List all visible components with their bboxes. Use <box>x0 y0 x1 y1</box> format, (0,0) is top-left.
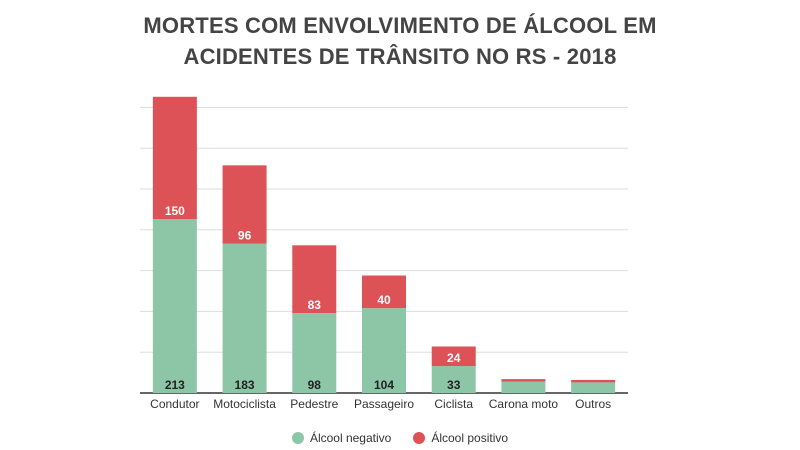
bar-negativo-0 <box>152 219 197 393</box>
bar-negativo-3 <box>362 308 406 393</box>
bar-negativo-5 <box>501 381 546 393</box>
bar-positivo-3 <box>362 275 406 309</box>
legend-swatch-positivo <box>413 432 426 444</box>
legend-label-negativo: Álcool negativo <box>309 431 392 445</box>
data-label-negativo-1: 183 <box>235 378 255 392</box>
bars <box>152 96 616 393</box>
data-label-positivo-1: 96 <box>238 229 252 243</box>
legend-item-alcool-positivo[interactable]: Álcool positivo <box>413 431 508 445</box>
bar-positivo-4 <box>431 346 476 367</box>
data-labels: 213 150 183 96 98 83 104 40 33 24 <box>165 204 461 392</box>
x-tick-label-6: Outros <box>575 397 611 411</box>
bar-positivo-1 <box>222 165 267 244</box>
data-label-negativo-2: 98 <box>308 378 322 392</box>
bar-positivo-6 <box>571 379 616 383</box>
chart-title-line-1: MORTES COM ENVOLVIMENTO DE ÁLCOOL EM <box>143 13 657 38</box>
legend-swatch-negativo <box>291 432 304 444</box>
bar-negativo-2 <box>292 313 337 393</box>
data-label-negativo-4: 33 <box>447 378 461 392</box>
data-label-positivo-2: 83 <box>308 298 322 312</box>
bar-negativo-1 <box>222 243 267 393</box>
x-tick-label-3: Passageiro <box>354 397 414 411</box>
bar-positivo-2 <box>292 245 337 314</box>
x-tick-label-1: Motociclista <box>213 397 276 411</box>
x-tick-label-4: Ciclista <box>434 397 473 411</box>
bar-negativo-6 <box>571 382 616 393</box>
stacked-bar-chart: 213 150 183 96 98 83 104 40 33 24 Condutor Motocic… <box>140 96 628 411</box>
data-label-negativo-0: 213 <box>165 378 185 392</box>
chart-title-line-2: ACIDENTES DE TRÂNSITO NO RS - 2018 <box>183 44 617 69</box>
data-label-negativo-3: 104 <box>374 378 394 392</box>
data-label-positivo-4: 24 <box>447 351 461 365</box>
data-label-positivo-3: 40 <box>377 293 391 307</box>
chart-title: MORTES COM ENVOLVIMENTO DE ÁLCOOL EM ACI… <box>0 10 800 72</box>
bar-positivo-5 <box>501 379 546 382</box>
legend-label-positivo: Álcool positivo <box>431 431 509 445</box>
x-tick-label-0: Condutor <box>150 397 199 411</box>
x-tick-label-5: Carona moto <box>489 397 559 411</box>
bar-negativo-4 <box>431 366 476 393</box>
x-tick-label-2: Pedestre <box>290 397 338 411</box>
legend-item-alcool-negativo[interactable]: Álcool negativo <box>291 431 392 445</box>
x-axis-ticks: Condutor Motociclista Pedestre Passageiro Ci… <box>150 397 611 411</box>
bar-positivo-0 <box>152 96 197 220</box>
data-label-positivo-0: 150 <box>165 204 185 218</box>
legend: Álcool negativo Álcool positivo <box>0 431 800 445</box>
